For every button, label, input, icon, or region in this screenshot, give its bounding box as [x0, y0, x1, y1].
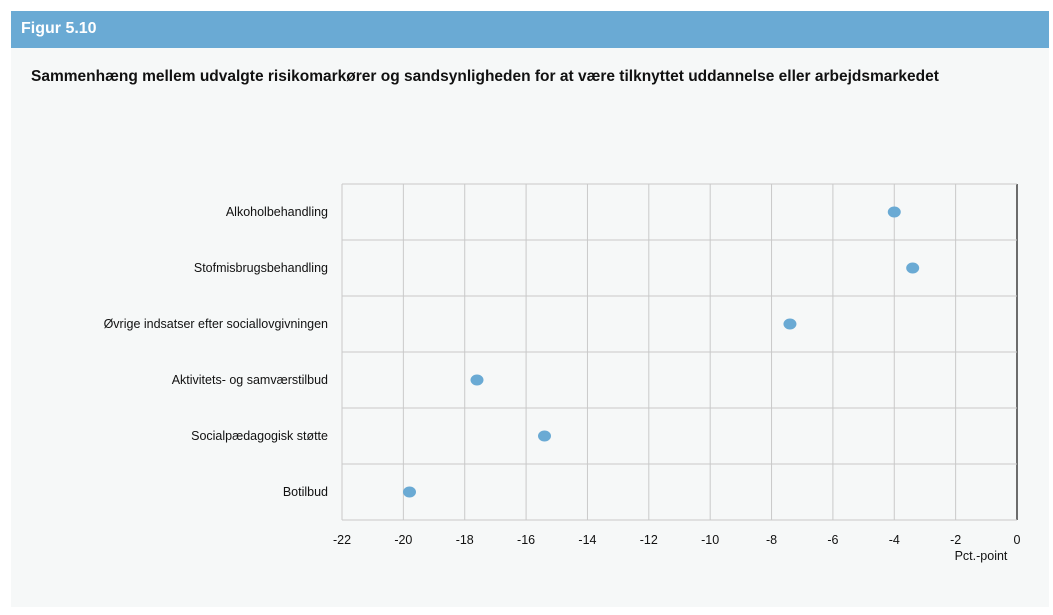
data-points — [403, 206, 920, 498]
category-labels: Alkoholbehandling Stofmisbrugsbehandling Ø… — [104, 205, 328, 499]
x-tick-label: -12 — [640, 533, 658, 547]
x-tick-label: -18 — [456, 533, 474, 547]
x-tick-label: -2 — [950, 533, 961, 547]
x-tick-label: -14 — [578, 533, 596, 547]
category-label: Aktivitets- og samværstilbud — [172, 373, 328, 387]
x-tick-label: -16 — [517, 533, 535, 547]
x-tick-label: -22 — [333, 533, 351, 547]
data-point — [403, 486, 416, 498]
data-point — [470, 374, 484, 386]
category-label: Alkoholbehandling — [226, 205, 328, 219]
x-tick-label: -4 — [889, 533, 900, 547]
data-point — [538, 430, 551, 442]
data-point — [783, 318, 797, 330]
x-tick-labels: -22 -20 -18 -16 -14 -12 -10 -8 -6 -4 -2 0 — [333, 533, 1021, 547]
x-tick-label: -20 — [394, 533, 412, 547]
x-axis-label: Pct.-point — [955, 549, 1008, 563]
category-label: Øvrige indsatser efter sociallovgivninge… — [104, 317, 328, 331]
data-point — [887, 206, 901, 218]
figure-header-bar: Figur 5.10 — [11, 11, 1049, 48]
x-tick-label: -6 — [827, 533, 838, 547]
figure-title: Sammenhæng mellem udvalgte risikomarkøre… — [31, 68, 939, 85]
category-label: Stofmisbrugsbehandling — [194, 261, 328, 275]
x-tick-label: -8 — [766, 533, 777, 547]
category-label: Botilbud — [283, 485, 328, 499]
grid-lines — [341, 183, 1018, 521]
x-tick-label: -10 — [701, 533, 719, 547]
figure-panel: Figur 5.10 Sammenhæng mellem udvalgte ri… — [11, 11, 1049, 607]
data-point — [906, 262, 920, 274]
x-tick-label: 0 — [1014, 533, 1021, 547]
figure-label: Figur 5.10 — [21, 20, 97, 37]
category-label: Socialpædagogisk støtte — [191, 429, 328, 443]
